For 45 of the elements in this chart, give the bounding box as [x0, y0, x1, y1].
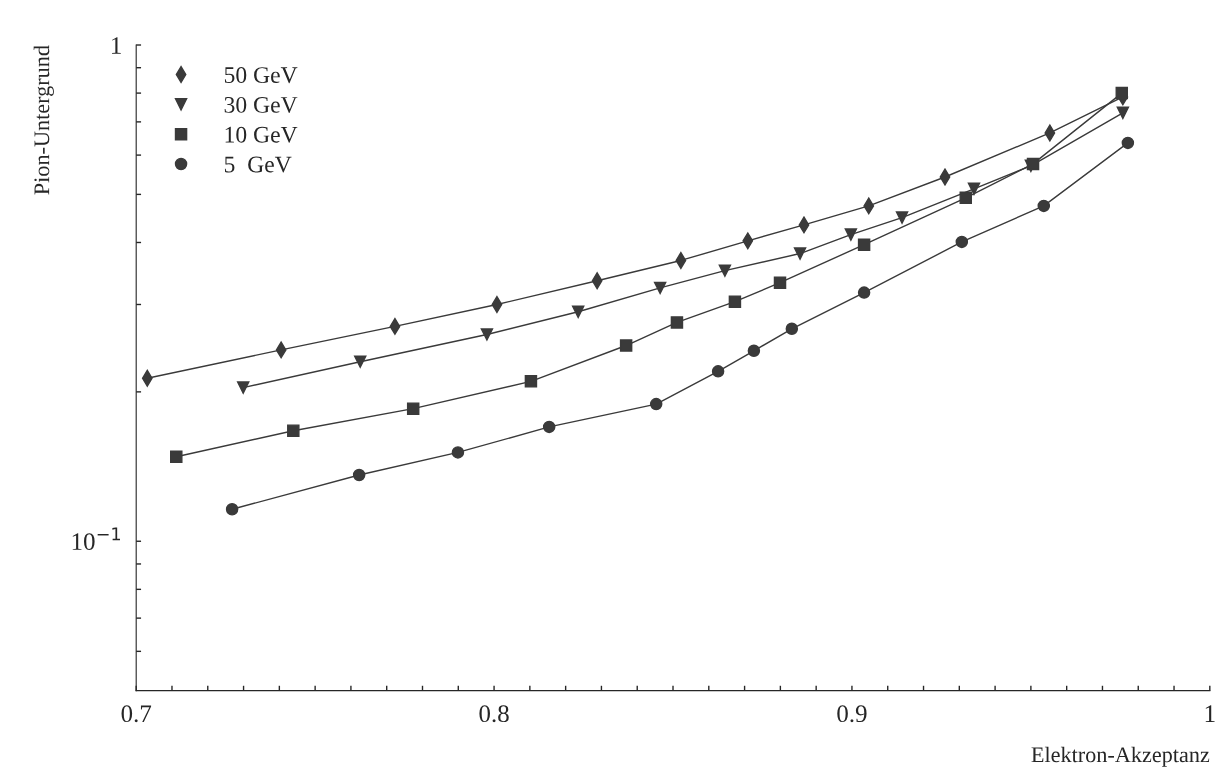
x-tick-label: 0.7	[121, 705, 152, 723]
point	[895, 211, 909, 224]
point	[955, 235, 969, 249]
x-axis-title: Elektron-Akzeptanz	[1031, 746, 1210, 767]
x-tick-label: 0.9	[837, 705, 867, 723]
x-tick-label: 0.8	[479, 705, 509, 723]
point	[1037, 199, 1051, 213]
point	[649, 397, 663, 411]
legend-label: 50 GeV	[224, 67, 298, 84]
point	[793, 247, 807, 260]
point	[571, 305, 585, 319]
y-axis-title: Pion-Untergrund	[33, 45, 54, 195]
legend-label: 10 GeV	[225, 126, 298, 143]
point	[353, 355, 367, 368]
point	[1115, 86, 1129, 100]
point	[480, 328, 494, 341]
point	[711, 365, 725, 378]
point	[1116, 106, 1130, 120]
point	[773, 276, 787, 289]
point	[225, 503, 239, 516]
point	[857, 286, 871, 299]
legend-label: 5 GeV	[224, 156, 292, 173]
point	[844, 228, 858, 241]
point	[406, 402, 420, 415]
point	[287, 424, 300, 437]
x-tick-label: 1	[1205, 705, 1215, 722]
point	[1121, 136, 1135, 150]
point	[785, 322, 799, 336]
point	[451, 446, 465, 459]
point	[670, 316, 684, 329]
point	[718, 264, 732, 277]
point	[728, 295, 742, 308]
point	[857, 238, 871, 251]
point	[653, 281, 667, 295]
point	[619, 339, 633, 352]
point	[747, 344, 761, 358]
y-tick-label: 10$^{−1}$	[72, 527, 120, 551]
point	[967, 182, 981, 196]
point	[524, 375, 538, 388]
point	[236, 381, 250, 394]
point	[352, 468, 366, 482]
legend-label: 30 GeV	[224, 96, 298, 113]
point	[959, 191, 973, 205]
point	[170, 450, 183, 464]
point	[542, 420, 556, 434]
